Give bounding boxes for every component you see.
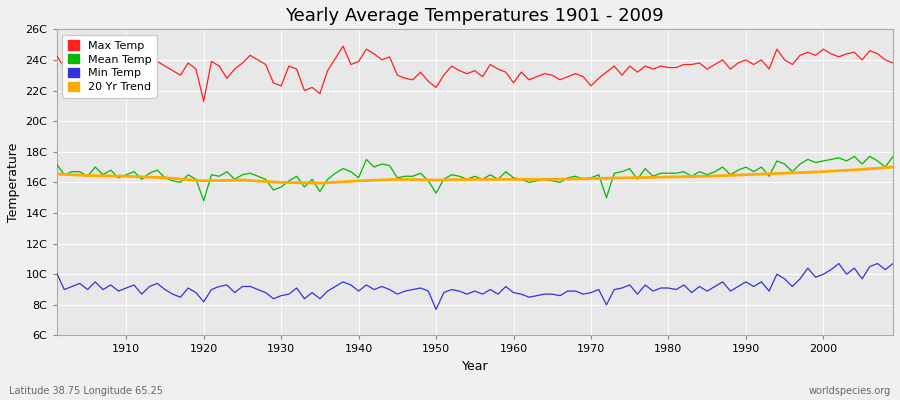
Title: Yearly Average Temperatures 1901 - 2009: Yearly Average Temperatures 1901 - 2009 bbox=[285, 7, 664, 25]
Legend: Max Temp, Mean Temp, Min Temp, 20 Yr Trend: Max Temp, Mean Temp, Min Temp, 20 Yr Tre… bbox=[62, 35, 157, 98]
X-axis label: Year: Year bbox=[462, 360, 488, 373]
Text: Latitude 38.75 Longitude 65.25: Latitude 38.75 Longitude 65.25 bbox=[9, 386, 163, 396]
Text: worldspecies.org: worldspecies.org bbox=[809, 386, 891, 396]
Y-axis label: Temperature: Temperature bbox=[7, 143, 20, 222]
